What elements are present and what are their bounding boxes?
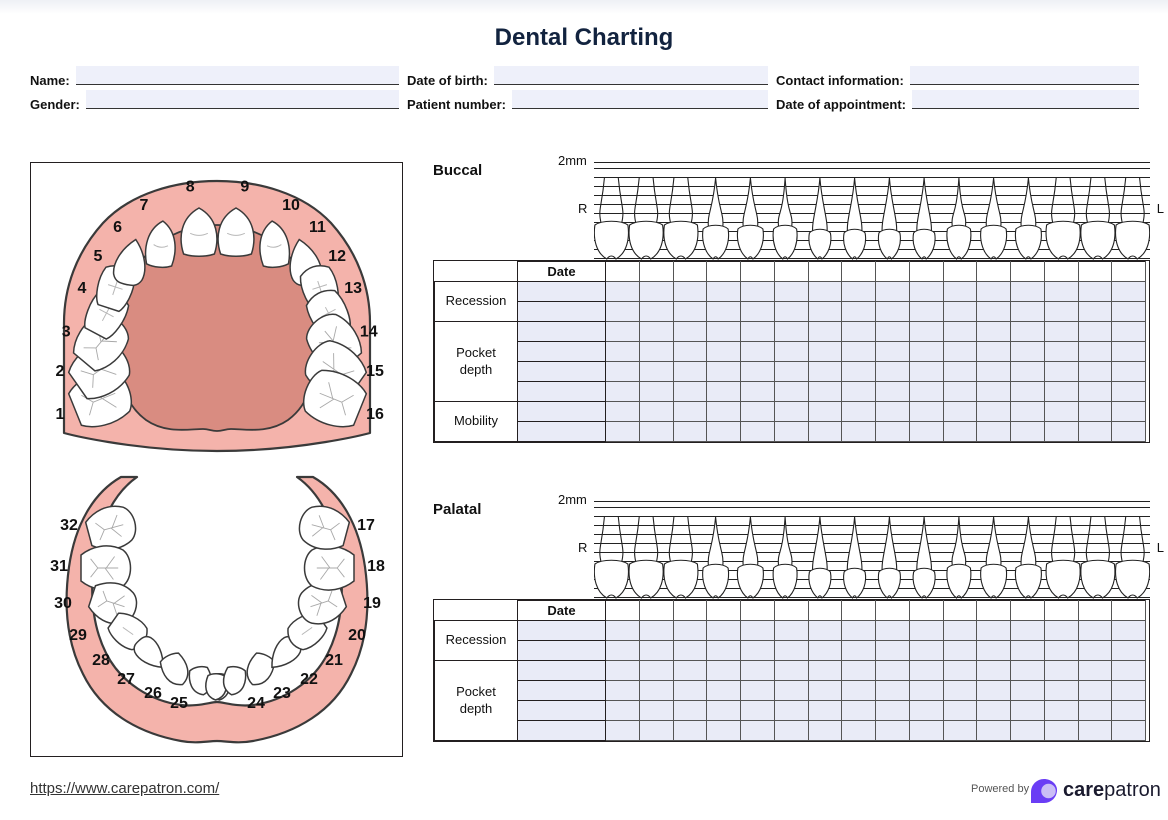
svg-text:14: 14 (360, 324, 378, 341)
svg-text:5: 5 (93, 248, 102, 265)
svg-text:4: 4 (77, 280, 86, 297)
svg-text:24: 24 (247, 695, 265, 712)
svg-text:19: 19 (363, 595, 381, 612)
svg-text:12: 12 (328, 248, 346, 265)
svg-text:30: 30 (54, 595, 72, 612)
svg-text:6: 6 (113, 219, 122, 236)
svg-text:13: 13 (344, 280, 362, 297)
svg-text:26: 26 (144, 685, 162, 702)
svg-text:28: 28 (92, 652, 110, 669)
svg-text:29: 29 (69, 627, 87, 644)
svg-text:9: 9 (240, 178, 249, 195)
svg-text:15: 15 (366, 363, 384, 380)
svg-text:25: 25 (170, 695, 188, 712)
svg-text:18: 18 (367, 558, 385, 575)
svg-text:7: 7 (140, 197, 149, 214)
svg-text:17: 17 (357, 517, 375, 534)
svg-text:20: 20 (348, 627, 366, 644)
svg-text:1: 1 (56, 406, 65, 423)
svg-text:22: 22 (300, 671, 318, 688)
svg-text:16: 16 (366, 406, 384, 423)
svg-text:11: 11 (309, 219, 326, 236)
svg-text:31: 31 (50, 558, 68, 575)
svg-text:21: 21 (325, 652, 343, 669)
svg-text:23: 23 (273, 685, 291, 702)
svg-text:2: 2 (56, 363, 65, 380)
svg-text:3: 3 (62, 324, 71, 341)
svg-text:8: 8 (186, 178, 195, 195)
svg-text:32: 32 (60, 517, 78, 534)
svg-text:27: 27 (117, 671, 135, 688)
svg-text:10: 10 (282, 197, 300, 214)
